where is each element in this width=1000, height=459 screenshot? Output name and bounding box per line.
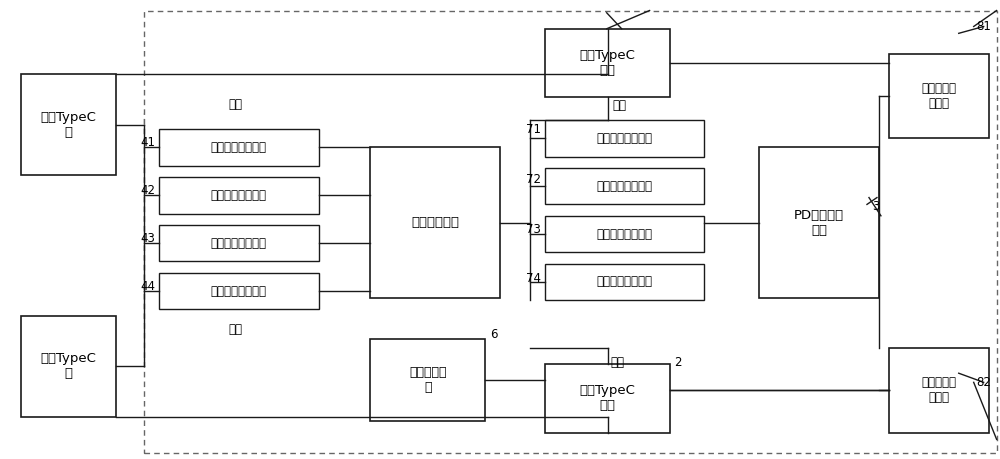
Text: 第四充电控制单元: 第四充电控制单元	[211, 285, 267, 297]
Text: 72: 72	[526, 173, 541, 186]
Bar	[21, 316, 116, 417]
Bar	[545, 264, 704, 300]
Text: 第二放电控制单元: 第二放电控制单元	[597, 179, 653, 193]
Text: 74: 74	[526, 272, 541, 285]
Bar	[159, 273, 319, 309]
Bar	[545, 216, 704, 252]
Text: 第二TypeC
源: 第二TypeC 源	[41, 353, 97, 381]
Text: 第二电压检
测单元: 第二电压检 测单元	[921, 376, 956, 404]
Text: 43: 43	[141, 232, 155, 245]
Text: PD协议控制
模块: PD协议控制 模块	[794, 209, 844, 237]
Bar	[21, 74, 116, 175]
Text: 放电: 放电	[613, 99, 627, 112]
Text: 82: 82	[976, 376, 991, 389]
Text: 第一充电控制单元: 第一充电控制单元	[211, 141, 267, 154]
Text: 6: 6	[490, 328, 498, 341]
Bar	[370, 147, 500, 298]
Text: 44: 44	[140, 280, 155, 293]
Bar	[159, 129, 319, 166]
Bar	[159, 177, 319, 213]
Text: 2: 2	[674, 356, 681, 369]
Text: 第一电压检
测单元: 第一电压检 测单元	[921, 82, 956, 110]
Text: 第一TypeC
源: 第一TypeC 源	[41, 111, 97, 139]
Text: 第一放电控制单元: 第一放电控制单元	[597, 132, 653, 145]
Text: 充电: 充电	[229, 98, 243, 111]
Text: 3: 3	[872, 200, 880, 213]
Bar	[530, 104, 719, 316]
Text: 73: 73	[526, 223, 541, 236]
Text: 第二TypeC
母座: 第二TypeC 母座	[579, 384, 635, 412]
Text: 第二充电控制单元: 第二充电控制单元	[211, 189, 267, 202]
Text: 变压控制模块: 变压控制模块	[411, 216, 459, 229]
Bar	[889, 348, 989, 432]
Text: 42: 42	[140, 184, 155, 197]
Text: 第四放电控制单元: 第四放电控制单元	[597, 275, 653, 288]
Text: 充电: 充电	[229, 324, 243, 336]
Bar	[144, 113, 328, 323]
Bar	[370, 339, 485, 421]
Text: 放电: 放电	[611, 356, 625, 369]
Text: 71: 71	[526, 123, 541, 135]
Bar	[159, 225, 319, 262]
Bar	[545, 364, 670, 432]
Bar	[144, 11, 997, 453]
Bar	[545, 168, 704, 204]
Text: 第一TypeC
母座: 第一TypeC 母座	[579, 49, 635, 77]
Bar	[545, 120, 704, 157]
Text: 系统电源模
块: 系统电源模 块	[409, 366, 446, 394]
Text: 41: 41	[140, 136, 155, 149]
Text: 第三充电控制单元: 第三充电控制单元	[211, 237, 267, 250]
Bar	[889, 54, 989, 138]
Text: 81: 81	[976, 20, 991, 33]
Bar	[759, 147, 879, 298]
Bar	[545, 29, 670, 97]
Text: 第三放电控制单元: 第三放电控制单元	[597, 228, 653, 241]
